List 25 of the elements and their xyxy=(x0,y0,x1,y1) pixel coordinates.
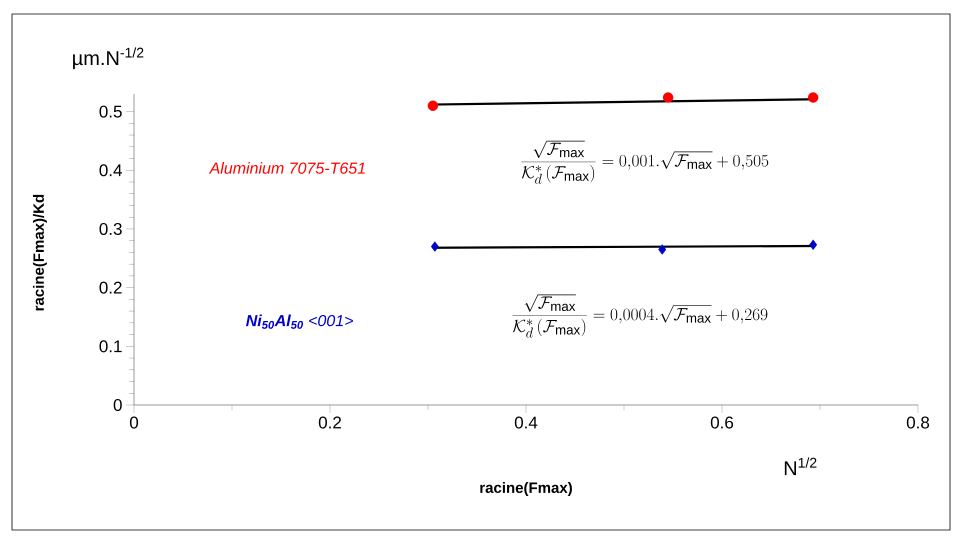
text: Ni$_{50}$Al$_{50}$ <001> xyxy=(246,314,353,329)
point xyxy=(658,244,666,255)
point xyxy=(430,241,439,252)
x-tick-label: 0.8 xyxy=(906,416,930,429)
y-tick-label: 0.3 xyxy=(99,222,122,235)
y-tick-label: 0.1 xyxy=(99,340,122,352)
text: Aluminium 7075-T651 xyxy=(208,162,365,174)
x-tick-label: 0.4 xyxy=(514,416,538,429)
y-tick-label: 0.4 xyxy=(99,164,122,176)
text: µm.N$^{-1/2}$ xyxy=(73,47,144,70)
point xyxy=(809,240,818,250)
y-tick-label: 0.5 xyxy=(99,106,122,118)
annotation: $\frac{\sqrt{\mathcal{F}_{\max}}}{\mathcal{K}_d^{*}\left(\mathcal{F}_{\max}\right)}=0{,}001.\sqrt{\mathcal{F}_{\max}}+0{,}505$ xyxy=(521,140,768,184)
y-tick-label: 0 xyxy=(114,398,122,412)
y-axis-title: racine(Fmax)/Kd xyxy=(32,194,47,310)
x-tick-label: 0.6 xyxy=(710,416,734,429)
point xyxy=(428,100,438,111)
x-tick-label: 0.2 xyxy=(318,416,341,429)
point xyxy=(808,92,818,103)
annotation: $\frac{\sqrt{\mathcal{F}_{\max}}}{\mathcal{K}_d^{*}\left(\mathcal{F}_{\max}\right)}=0{,}0004.\sqrt{\mathcal{F}_{\max}}+0{,}269$ xyxy=(512,294,768,338)
y-tick-label: 0.2 xyxy=(99,282,122,294)
point xyxy=(662,92,674,103)
x-axis-title: racine(Fmax) xyxy=(480,482,572,496)
x-tick-label: 0 xyxy=(130,416,138,429)
text: N$^{1/2}$ xyxy=(784,457,816,476)
